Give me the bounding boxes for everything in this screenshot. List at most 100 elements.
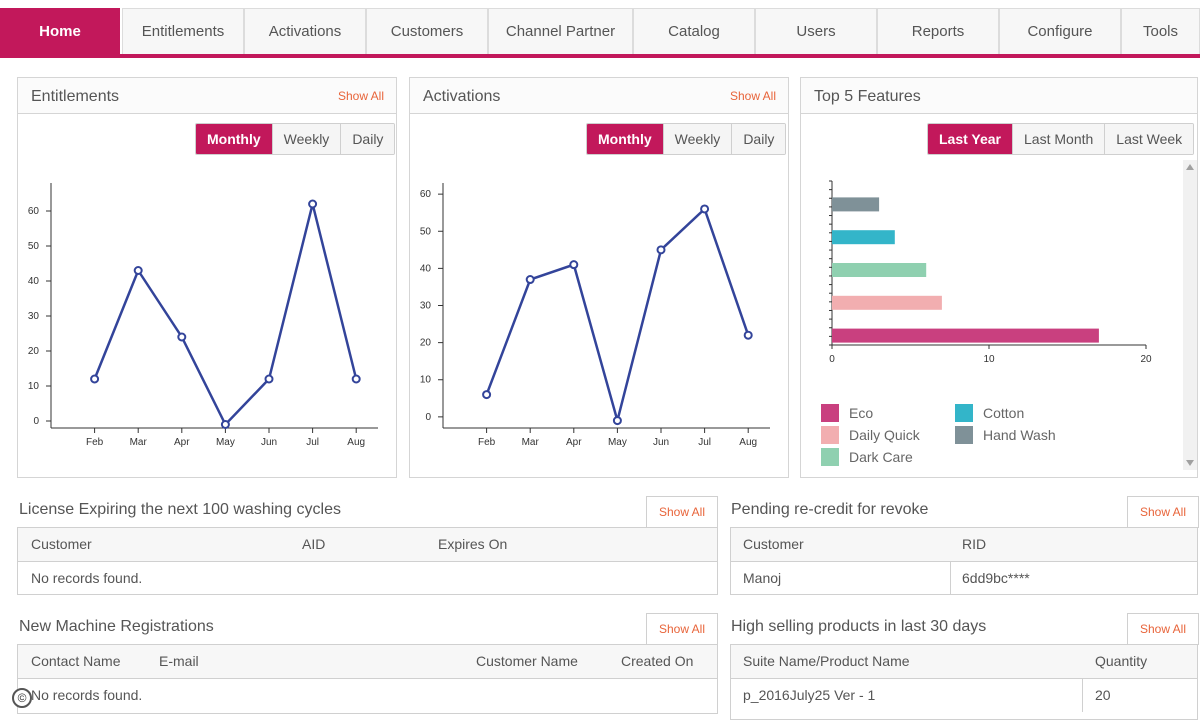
legend-label-daily-quick: Daily Quick bbox=[849, 427, 920, 443]
entitlements-data-point bbox=[351, 374, 361, 384]
registrations-show-all-button[interactable]: Show All bbox=[646, 613, 718, 645]
column-aid: AID bbox=[302, 536, 326, 552]
entitlements-show-all-link[interactable]: Show All bbox=[337, 89, 384, 103]
activations-x-tick-label: May bbox=[608, 437, 627, 448]
features-bar bbox=[832, 328, 1099, 343]
entitlements-daily-button[interactable]: Daily bbox=[340, 124, 395, 154]
entitlements-y-tick-label: 30 bbox=[28, 311, 40, 322]
activations-y-tick-label: 10 bbox=[420, 375, 432, 386]
entitlements-data-point bbox=[90, 374, 100, 384]
activations-data-point bbox=[743, 330, 753, 340]
entitlements-data-point bbox=[308, 199, 318, 209]
activations-data-point bbox=[525, 275, 535, 285]
tab-channel-partner[interactable]: Channel Partner bbox=[488, 8, 633, 54]
entitlements-y-tick-label: 20 bbox=[28, 346, 40, 357]
features-last-week-button[interactable]: Last Week bbox=[1104, 124, 1194, 154]
column-customer-name: Customer Name bbox=[476, 653, 578, 669]
column-divider bbox=[1082, 679, 1083, 712]
table-row[interactable]: p_2016July25 Ver - 1 20 bbox=[731, 679, 1197, 712]
entitlements-x-tick-label: May bbox=[216, 437, 235, 448]
empty-message: No records found. bbox=[31, 570, 143, 586]
features-bar bbox=[832, 295, 942, 310]
entitlements-y-tick-label: 50 bbox=[28, 241, 40, 252]
activations-x-tick-label: Jun bbox=[653, 437, 669, 448]
column-rid: RID bbox=[962, 536, 987, 552]
activations-monthly-button[interactable]: Monthly bbox=[587, 124, 663, 154]
registrations-table-header: Contact Name E-mail Customer Name Create… bbox=[18, 645, 717, 679]
entitlements-x-tick-label: Feb bbox=[86, 437, 104, 448]
activations-x-tick-label: Mar bbox=[522, 437, 540, 448]
tab-customers[interactable]: Customers bbox=[366, 8, 488, 54]
activations-weekly-button[interactable]: Weekly bbox=[662, 124, 732, 154]
features-period-toggle: Last Year Last Month Last Week bbox=[927, 123, 1195, 155]
tab-users[interactable]: Users bbox=[755, 8, 877, 54]
activations-panel: Activations Show All Monthly Weekly Dail… bbox=[409, 77, 789, 478]
entitlements-line-chart: 0 10 20 30 40 50 60 Feb Mar Apr May Jun Jul Aug bbox=[28, 183, 378, 448]
entitlements-panel: Entitlements Show All Monthly Weekly Dai… bbox=[17, 77, 397, 478]
scroll-up-icon[interactable] bbox=[1186, 164, 1194, 170]
tab-activations[interactable]: Activations bbox=[244, 8, 366, 54]
entitlements-monthly-button[interactable]: Monthly bbox=[196, 124, 272, 154]
pending-show-all-button[interactable]: Show All bbox=[1127, 496, 1199, 528]
legend-item-daily-quick: Daily Quick bbox=[821, 426, 920, 444]
table-row: No records found. bbox=[18, 562, 717, 595]
legend-label-eco: Eco bbox=[849, 405, 874, 421]
column-customer: Customer bbox=[743, 536, 804, 552]
legend-item-eco: Eco bbox=[821, 404, 873, 422]
cell-product-name: p_2016July25 Ver - 1 bbox=[743, 687, 876, 703]
scroll-down-icon[interactable] bbox=[1186, 460, 1194, 466]
features-x-tick-label: 20 bbox=[1140, 354, 1152, 365]
products-show-all-button[interactable]: Show All bbox=[1127, 613, 1199, 645]
cell-customer: Manoj bbox=[743, 570, 782, 586]
entitlements-weekly-button[interactable]: Weekly bbox=[271, 124, 341, 154]
entitlements-data-point bbox=[264, 374, 274, 384]
activations-y-tick-label: 20 bbox=[420, 338, 432, 349]
activations-daily-button[interactable]: Daily bbox=[731, 124, 786, 154]
legend-swatch-dark-care bbox=[821, 448, 839, 466]
entitlements-x-tick-label: Jun bbox=[261, 437, 277, 448]
activations-panel-header: Activations Show All bbox=[410, 78, 788, 114]
features-x-tick-label: 10 bbox=[983, 354, 995, 365]
features-bar bbox=[832, 197, 880, 212]
tab-tools[interactable]: Tools bbox=[1121, 8, 1200, 54]
tab-configure[interactable]: Configure bbox=[999, 8, 1121, 54]
features-scrollbar[interactable] bbox=[1183, 160, 1197, 470]
tab-home[interactable]: Home bbox=[0, 8, 120, 54]
activations-data-point bbox=[569, 260, 579, 270]
activations-data-point bbox=[656, 245, 666, 255]
column-expires-on: Expires On bbox=[438, 536, 508, 552]
activations-show-all-link[interactable]: Show All bbox=[729, 89, 776, 103]
pending-table: Customer RID Manoj 6dd9bc**** bbox=[730, 527, 1198, 595]
table-row[interactable]: Manoj 6dd9bc**** bbox=[731, 562, 1197, 595]
pending-table-header: Customer RID bbox=[731, 528, 1197, 562]
features-last-year-button[interactable]: Last Year bbox=[928, 124, 1013, 154]
tab-catalog[interactable]: Catalog bbox=[633, 8, 755, 54]
legend-swatch-daily-quick bbox=[821, 426, 839, 444]
tab-entitlements[interactable]: Entitlements bbox=[122, 8, 244, 54]
registrations-table-title: New Machine Registrations bbox=[19, 618, 214, 635]
features-last-month-button[interactable]: Last Month bbox=[1012, 124, 1105, 154]
main-nav: Home Entitlements Activations Customers … bbox=[0, 8, 1200, 58]
legend-swatch-hand-wash bbox=[955, 426, 973, 444]
entitlements-data-point bbox=[220, 420, 230, 429]
pending-table-title: Pending re-credit for revoke bbox=[731, 501, 929, 518]
features-legend: Eco Daily Quick Dark Care Cotton Hand Wa… bbox=[821, 402, 1161, 472]
features-panel: Top 5 Features Last Year Last Month Last… bbox=[800, 77, 1198, 478]
activations-line-chart: 0 10 20 30 40 50 60 Feb Mar Apr May Jun Jul Aug bbox=[420, 183, 770, 448]
activations-period-toggle: Monthly Weekly Daily bbox=[586, 123, 787, 155]
tab-reports[interactable]: Reports bbox=[877, 8, 999, 54]
column-quantity: Quantity bbox=[1095, 653, 1148, 669]
license-table-header: Customer AID Expires On bbox=[18, 528, 717, 562]
legend-item-dark-care: Dark Care bbox=[821, 448, 913, 466]
activations-y-tick-label: 0 bbox=[425, 412, 431, 423]
registrations-table: Contact Name E-mail Customer Name Create… bbox=[17, 644, 718, 714]
products-table: Suite Name/Product Name Quantity p_2016J… bbox=[730, 644, 1198, 720]
cell-rid: 6dd9bc**** bbox=[962, 570, 1030, 586]
license-show-all-button[interactable]: Show All bbox=[646, 496, 718, 528]
column-email: E-mail bbox=[159, 653, 199, 669]
features-x-tick-label: 0 bbox=[829, 354, 835, 365]
activations-x-tick-label: Apr bbox=[566, 437, 582, 448]
column-contact-name: Contact Name bbox=[31, 653, 121, 669]
entitlements-x-tick-label: Apr bbox=[174, 437, 190, 448]
features-panel-title: Top 5 Features bbox=[814, 88, 921, 105]
